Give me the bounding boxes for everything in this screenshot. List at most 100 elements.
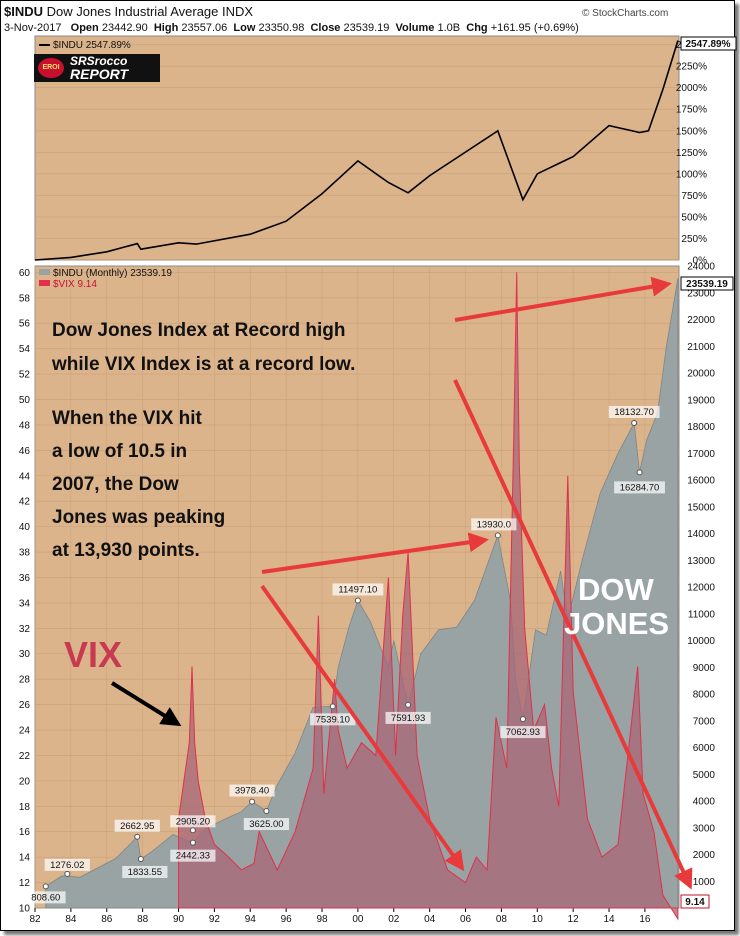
chg-value: +161.95 (+0.69%) <box>490 22 579 34</box>
x-tick-label: 82 <box>29 914 41 925</box>
bottom-legend <box>39 269 50 286</box>
point-marker <box>329 703 336 710</box>
top-last-value-box <box>680 36 737 51</box>
top-y-tick-label: 750% <box>681 191 707 202</box>
vix-y-tick-label: 36 <box>19 573 31 584</box>
point-marker <box>189 827 196 834</box>
annotation-vix-2: a low of 10.5 in <box>52 441 188 462</box>
vix-y-tick-label: 46 <box>19 446 31 457</box>
point-label-bg <box>310 713 356 726</box>
ohlc-line: 3-Nov-2017 Open 23442.90 High 23557.06 L… <box>4 22 579 34</box>
dow-y-tick-label: 9000 <box>693 663 716 674</box>
source-credit: © StockCharts.com <box>582 8 669 19</box>
point-label-bg <box>614 481 665 494</box>
x-tick-label: 10 <box>532 914 544 925</box>
symbol: $INDU <box>4 4 44 19</box>
dow-y-tick-label: 10000 <box>687 636 715 647</box>
point-label-bg <box>243 818 290 831</box>
chart-title: $INDU Dow Jones Industrial Average INDX <box>4 4 253 19</box>
point-marker <box>137 855 144 862</box>
peak-2007-arrow <box>261 532 489 574</box>
point-marker <box>519 716 526 723</box>
low-label: Low <box>233 22 256 34</box>
dow-y-tick-label: 16000 <box>687 476 715 487</box>
point-label-bg <box>229 784 275 797</box>
point-label: 3625.00 <box>249 819 283 830</box>
x-tick-label: 92 <box>209 914 221 925</box>
point-label-bg <box>122 865 168 878</box>
top-last-value-label: 2547.89% <box>685 39 730 50</box>
point-marker <box>134 833 141 840</box>
top-y-tick-label: 1250% <box>676 148 707 159</box>
point-label: 2662.95 <box>120 821 154 832</box>
point-label: 3978.40 <box>235 786 269 797</box>
index-name: Dow Jones Industrial Average <box>46 4 219 19</box>
vix-y-tick-label: 50 <box>19 395 31 406</box>
x-tick-label: 04 <box>424 914 436 925</box>
dow-y-tick-label: 21000 <box>687 342 715 353</box>
vix-y-tick-label: 54 <box>19 344 31 355</box>
dow-label-line2: JONES <box>564 606 670 641</box>
x-tick-label: 12 <box>568 914 580 925</box>
dow-y-tick-label: 12000 <box>687 583 715 594</box>
vix-y-tick-label: 12 <box>19 878 31 889</box>
vix-y-tick-label: 42 <box>19 497 31 508</box>
x-tick-label: 96 <box>281 914 293 925</box>
point-label: 7062.93 <box>506 727 540 738</box>
vix-y-tick-label: 60 <box>19 268 31 279</box>
dow-y-tick-label: 18000 <box>687 422 715 433</box>
top-y-tick-label: 1500% <box>676 126 707 137</box>
dow-y-tick-label: 23000 <box>687 288 715 299</box>
vix-y-tick-label: 40 <box>19 522 31 533</box>
annotation-record-high: Dow Jones Index at Record high <box>52 320 346 341</box>
vix-y-tick-label: 28 <box>19 675 31 686</box>
x-tick-label: 14 <box>603 914 615 925</box>
vix-y-tick-label: 48 <box>19 420 31 431</box>
point-label-bg <box>44 858 90 871</box>
open-label: Open <box>70 22 99 34</box>
point-label-bg <box>25 891 66 904</box>
logo-line2: REPORT <box>70 66 129 82</box>
top-y-tick-label: 2000% <box>676 83 707 94</box>
dow-y-tick-label: 2000 <box>693 850 716 861</box>
point-label: 11497.10 <box>338 584 377 595</box>
vix-y-tick-label: 44 <box>19 471 31 482</box>
vix-y-tick-label: 58 <box>19 293 31 304</box>
close-value: 23539.19 <box>343 22 390 34</box>
dow-y-tick-label: 4000 <box>693 797 716 808</box>
vix-legend-label: $VIX 9.14 <box>53 279 97 290</box>
vix-last-value-label: 9.14 <box>685 897 705 908</box>
dow-label-line1: DOW <box>578 572 654 607</box>
point-label-bg <box>170 815 216 828</box>
point-marker <box>42 883 49 890</box>
record-low-arrow <box>453 379 693 890</box>
top-y-tick-label: 250% <box>681 234 707 245</box>
dow-y-tick-label: 1000 <box>693 877 716 888</box>
dow-y-tick-label: 8000 <box>693 690 716 701</box>
x-tick-label: 16 <box>639 914 651 925</box>
dow-percent-line <box>34 40 679 261</box>
dow-y-tick-label: 5000 <box>693 770 716 781</box>
dow-last-value-label: 23539.19 <box>686 279 728 290</box>
dow-legend-label: $INDU (Monthly) 23539.19 <box>53 268 172 279</box>
dow-y-tick-label: 15000 <box>687 502 715 513</box>
point-label: 1276.02 <box>50 860 84 871</box>
x-tick-label: 98 <box>316 914 328 925</box>
annotation-vix-5: at 13,930 points. <box>52 540 200 561</box>
point-label-bg <box>332 583 384 596</box>
vix-y-tick-label: 56 <box>19 319 31 330</box>
point-marker <box>354 597 361 604</box>
top-y-tick-label: 1750% <box>676 105 707 116</box>
dow-y-tick-label: 19000 <box>687 395 715 406</box>
vix-y-tick-label: 22 <box>19 751 31 762</box>
point-marker <box>405 701 412 708</box>
point-label: 7539.10 <box>316 714 350 725</box>
vix-y-tick-label: 34 <box>19 598 31 609</box>
exchange: INDX <box>222 4 254 19</box>
top-y-tick-label: 500% <box>681 212 707 223</box>
vix-y-tick-label: 26 <box>19 700 31 711</box>
dow-y-tick-label: 11000 <box>688 609 716 620</box>
point-label-bg <box>500 726 546 739</box>
annotation-record-low: while VIX Index is at a record low. <box>52 354 356 375</box>
